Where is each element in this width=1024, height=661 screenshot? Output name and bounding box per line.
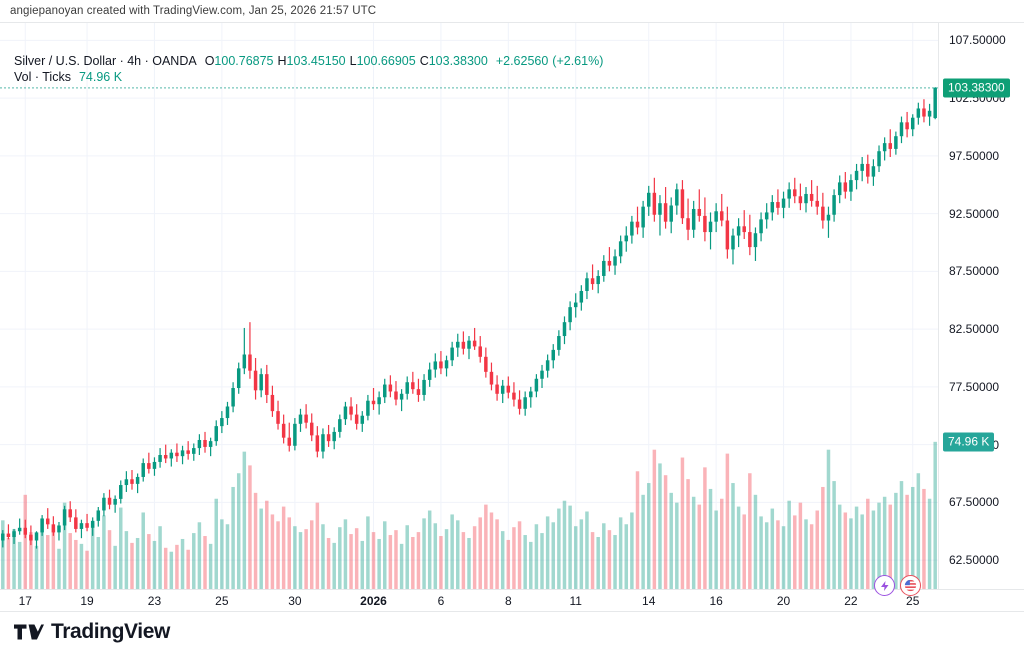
price-axis-label: 107.50000 [949,33,1006,48]
time-axis-label: 14 [642,594,656,608]
time-axis-label: 22 [844,594,858,608]
us-flag-icon [904,579,917,592]
time-axis-label: 6 [437,594,445,608]
chart-plot-area[interactable] [0,23,938,589]
price-axis-label: 87.50000 [949,264,1000,279]
attribution-text: angiepanoyan created with TradingView.co… [10,5,377,17]
time-axis[interactable]: 17 19 23 25 30 2026 6 8 11 14 16 20 22 25 [0,589,1024,612]
corner-badges [874,575,921,596]
volume-badge[interactable]: 74.96 K [943,432,995,452]
lightning-badge[interactable] [874,575,895,596]
price-axis-label: 62.50000 [949,553,1000,568]
chart-frame: 107.50000 102.50000 97.50000 92.50000 87.500… [0,22,1024,612]
tradingview-wordmark: TradingView [51,620,170,643]
time-axis-label: 19 [80,594,94,608]
price-axis-label: 77.50000 [949,379,1000,394]
price-axis[interactable]: 107.50000 102.50000 97.50000 92.50000 87.500… [938,23,1024,589]
tradingview-logo-icon [14,624,44,640]
time-axis-label: 16 [709,594,723,608]
price-axis-label: 92.50000 [949,206,1000,221]
current-price-badge[interactable]: 103.38300 [943,78,1010,98]
price-axis-label: 67.50000 [949,495,1000,510]
lightning-bolt-icon [880,580,888,591]
time-axis-label: 11 [569,594,582,608]
time-axis-label: 25 [215,594,229,608]
time-axis-label: 20 [776,594,791,608]
time-axis-label: 17 [18,594,32,608]
candlestick-chart-svg [0,23,938,589]
time-axis-label: 25 [906,594,920,608]
price-axis-label: 82.50000 [949,322,1000,337]
us-flag-badge[interactable] [900,575,921,596]
time-axis-label: 23 [147,594,162,608]
time-axis-label: 2026 [360,594,387,608]
price-axis-label: 97.50000 [949,148,1000,163]
time-axis-label: 30 [288,594,302,608]
footer-branding: TradingView [14,620,170,644]
time-axis-label: 8 [504,594,512,608]
